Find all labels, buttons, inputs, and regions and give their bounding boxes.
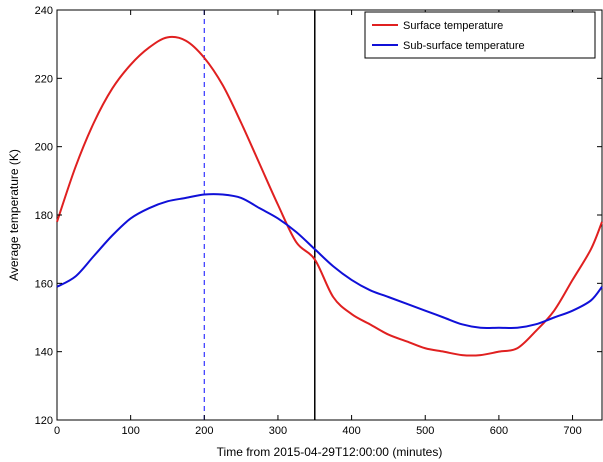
x-tick-label: 200 <box>195 425 213 437</box>
x-tick-label: 700 <box>563 425 581 437</box>
y-tick-label: 160 <box>35 278 53 290</box>
x-tick-label: 600 <box>490 425 508 437</box>
y-tick-label: 220 <box>35 73 53 85</box>
vertical-lines <box>203 10 316 420</box>
x-tick-label: 500 <box>416 425 434 437</box>
y-axis-ticks: 120 140 160 180 200 220 240 <box>35 5 602 427</box>
y-tick-label: 180 <box>35 210 53 222</box>
plot-area <box>56 9 603 421</box>
series-line-1 <box>56 193 603 330</box>
y-tick-label: 140 <box>35 347 53 359</box>
y-tick-label: 120 <box>35 415 53 427</box>
series-layer <box>56 35 603 357</box>
legend: Surface temperature Sub-surface temperat… <box>364 11 596 59</box>
legend-entry-surface: Surface temperature <box>403 20 503 32</box>
series-line-0 <box>56 35 603 357</box>
x-tick-label: 0 <box>54 425 60 437</box>
legend-box <box>364 11 596 59</box>
x-tick-label: 100 <box>121 425 139 437</box>
x-tick-label: 400 <box>342 425 360 437</box>
legend-entry-subsurface: Sub-surface temperature <box>403 40 525 52</box>
x-axis-label: Time from 2015-04-29T12:00:00 (minutes) <box>217 445 443 459</box>
y-tick-label: 200 <box>35 142 53 154</box>
y-tick-label: 240 <box>35 5 53 17</box>
x-axis-ticks: 0 100 200 300 400 500 600 700 <box>54 10 582 437</box>
x-tick-label: 300 <box>269 425 287 437</box>
y-axis-label: Average temperature (K) <box>7 149 21 281</box>
